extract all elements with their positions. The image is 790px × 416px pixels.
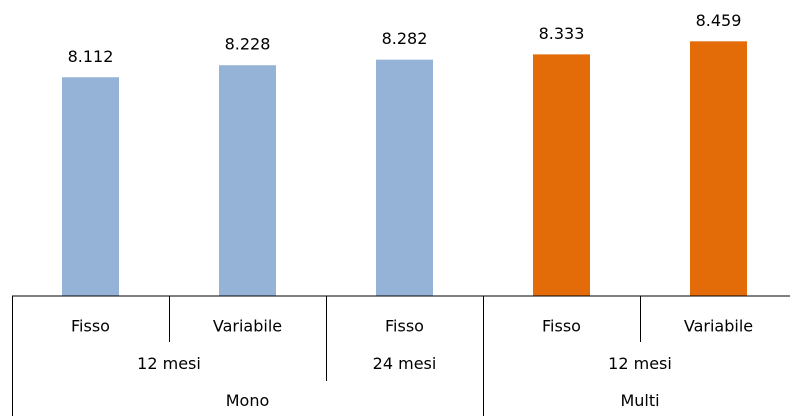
- group-label: Mono: [226, 391, 270, 410]
- value-label: 8.333: [539, 24, 585, 43]
- value-label: 8.112: [68, 47, 114, 66]
- category-label: Variabile: [213, 317, 282, 336]
- group-label: 12 mesi: [608, 354, 672, 373]
- value-label: 8.228: [225, 35, 271, 54]
- category-label: Fisso: [542, 317, 581, 336]
- value-label: 8.282: [382, 29, 428, 48]
- category-label: Variabile: [684, 317, 753, 336]
- bar: [690, 41, 747, 296]
- category-label: Fisso: [385, 317, 424, 336]
- bar: [376, 59, 433, 297]
- group-label: 12 mesi: [137, 354, 201, 373]
- group-label: 24 mesi: [373, 354, 437, 373]
- group-label: Multi: [620, 391, 659, 410]
- category-label: Fisso: [71, 317, 110, 336]
- bar: [533, 54, 590, 296]
- bar: [62, 77, 119, 296]
- bar: [219, 65, 276, 296]
- value-label: 8.459: [696, 11, 742, 30]
